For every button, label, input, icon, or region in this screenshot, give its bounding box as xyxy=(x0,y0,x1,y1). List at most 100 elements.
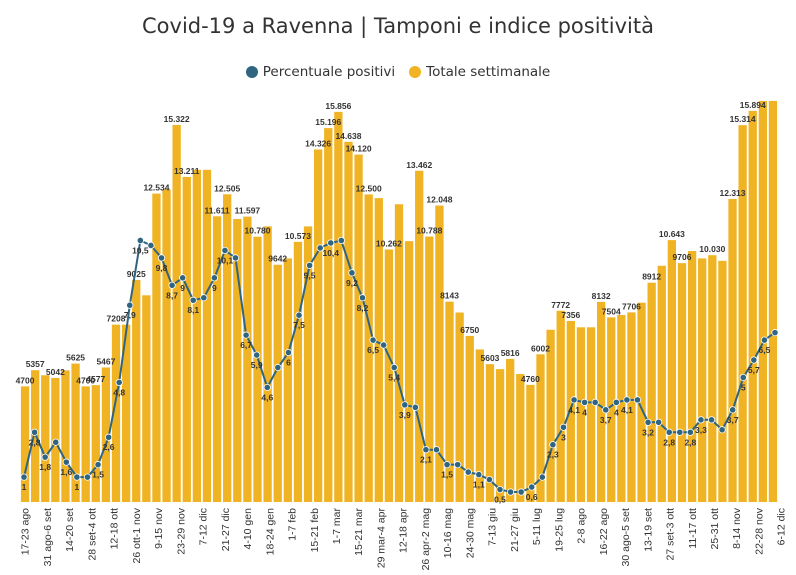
bar xyxy=(101,367,111,502)
x-tick-label: 23-29 nov xyxy=(175,507,187,554)
legend: Percentuale positivi Totale settimanale xyxy=(0,64,796,80)
bar xyxy=(516,374,525,502)
bar xyxy=(344,141,353,503)
bar-value-label: 12.048 xyxy=(426,195,452,205)
line-point xyxy=(676,428,684,436)
line-value-label: 4,1 xyxy=(568,405,580,415)
line-point xyxy=(358,294,367,302)
bar xyxy=(111,324,121,502)
line-point xyxy=(284,348,293,357)
line-value-label: 2,6 xyxy=(103,442,115,452)
bar xyxy=(212,216,222,503)
bar-value-label: 4577 xyxy=(86,374,105,384)
x-tick-label: 12-18 apr xyxy=(398,508,410,553)
line-point xyxy=(316,244,324,252)
bar xyxy=(71,363,80,502)
bar xyxy=(687,251,697,502)
bar-value-label: 5816 xyxy=(501,348,520,358)
bar-value-label: 15.894 xyxy=(740,100,766,110)
line-value-label: 2,8 xyxy=(29,437,41,447)
line-value-label: 3 xyxy=(561,432,566,442)
line-value-label: 1,8 xyxy=(39,462,51,472)
bar xyxy=(182,176,191,503)
line-value-label: 6,5 xyxy=(367,345,379,355)
bar xyxy=(556,310,565,502)
line-value-label: 9,8 xyxy=(156,263,168,273)
line-point xyxy=(253,351,261,359)
line-point xyxy=(369,336,377,344)
x-tick-label: 28 set-4 ott xyxy=(86,508,98,561)
x-tick-label: 4-10 gen xyxy=(242,508,254,550)
x-tick-label: 27 set-3 ott xyxy=(664,508,676,561)
bar xyxy=(303,226,313,503)
bar-value-label: 9025 xyxy=(127,269,146,279)
bar-value-label: 7706 xyxy=(622,301,641,311)
x-tick-label: 15-21 mar xyxy=(353,507,365,555)
x-tick-label: 1-7 feb xyxy=(286,508,298,541)
line-value-label: 7,5 xyxy=(293,320,305,330)
bar xyxy=(627,312,636,502)
bar xyxy=(61,370,70,502)
bar-value-label: 10.030 xyxy=(699,244,725,254)
line-value-label: 3,7 xyxy=(600,415,612,425)
bar-value-label: 9642 xyxy=(268,254,287,264)
bar-value-label: 14.120 xyxy=(346,144,372,154)
line-point xyxy=(454,461,462,469)
x-tick-label: 7-12 dic xyxy=(198,508,210,545)
bar xyxy=(81,386,90,502)
line-point xyxy=(73,473,81,481)
bar xyxy=(748,110,757,503)
x-tick-label: 16-22 ago xyxy=(598,508,610,555)
line-value-label: 5,9 xyxy=(251,360,263,370)
bar xyxy=(132,279,141,502)
bar xyxy=(243,216,252,503)
bar xyxy=(485,364,495,502)
line-value-label: 3,9 xyxy=(399,410,411,420)
bar xyxy=(324,128,333,502)
bar-value-label: 12.500 xyxy=(356,183,382,193)
line-point xyxy=(750,356,758,364)
line-point xyxy=(210,274,218,282)
line-value-label: 3,3 xyxy=(695,425,707,435)
line-point xyxy=(485,475,494,484)
line-point xyxy=(348,269,356,277)
bar xyxy=(728,199,737,502)
line-value-label: 9,5 xyxy=(304,270,316,280)
line-point xyxy=(591,398,599,406)
bar-value-label: 11.611 xyxy=(205,205,230,215)
legend-item-percentuale[interactable]: Percentuale positivi xyxy=(245,64,395,80)
x-tick-label: 2-8 ago xyxy=(576,508,588,544)
bar-value-label: 5603 xyxy=(480,353,499,363)
x-tick-label: 18-24 gen xyxy=(264,508,276,555)
bar xyxy=(536,354,545,502)
bar-value-label: 5625 xyxy=(66,353,85,363)
bar xyxy=(657,265,666,502)
line-value-label: 0,6 xyxy=(526,492,538,502)
bar xyxy=(314,149,323,502)
bar-value-label: 12.505 xyxy=(214,183,240,193)
bar xyxy=(404,241,414,502)
line-point xyxy=(242,331,250,339)
bar xyxy=(334,111,343,502)
line-point xyxy=(655,418,663,426)
bar xyxy=(607,317,616,502)
line-point xyxy=(327,239,335,247)
bar-value-label: 11.597 xyxy=(235,206,261,216)
bar xyxy=(394,204,404,502)
x-tick-label: 9-15 nov xyxy=(153,507,165,549)
bar-value-label: 8912 xyxy=(642,272,661,282)
bar xyxy=(435,205,444,502)
bar xyxy=(384,249,394,502)
line-point xyxy=(305,261,314,269)
line-point xyxy=(422,446,430,454)
legend-item-totale[interactable]: Totale settimanale xyxy=(409,64,550,80)
line-point xyxy=(506,488,515,496)
bar-value-label: 15.314 xyxy=(730,114,756,124)
x-tick-label: 10-16 mag xyxy=(442,508,454,558)
bar-value-label: 6750 xyxy=(460,325,479,335)
line-point xyxy=(528,483,536,491)
bar xyxy=(41,375,50,502)
bar xyxy=(506,358,515,502)
